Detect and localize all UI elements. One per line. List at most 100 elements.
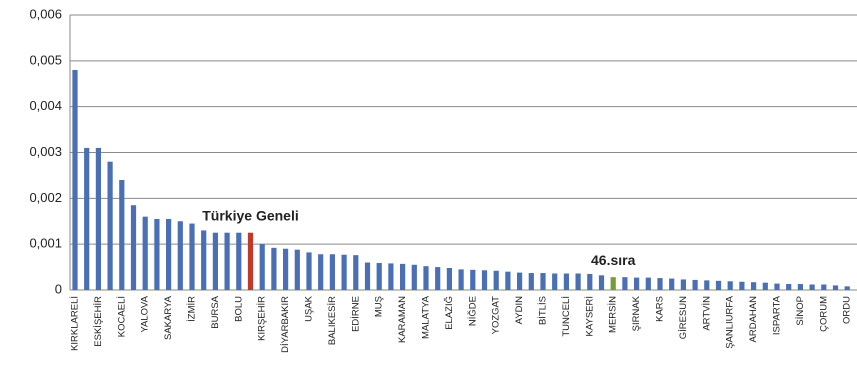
- x-tick-label: ORDU: [842, 296, 853, 324]
- x-tick-label: BİTLİS: [538, 296, 549, 325]
- x-tick-label: KIRŞEHİR: [257, 296, 268, 341]
- x-tick-label: ŞIRNAK: [631, 295, 642, 331]
- annotation: Türkiye Geneli: [202, 208, 298, 224]
- bar: [423, 266, 429, 290]
- bar: [587, 273, 593, 290]
- x-tick-label: ARDAHAN: [748, 296, 759, 343]
- y-tick-label: 0,003: [29, 144, 62, 159]
- x-tick-label: TUNCELİ: [561, 296, 572, 337]
- x-tick-label: KARS: [655, 296, 666, 322]
- y-tick-label: 0,001: [29, 236, 62, 251]
- bar: [271, 247, 277, 290]
- x-tick-label: AYDIN: [514, 296, 525, 324]
- bar: [119, 180, 125, 290]
- bar: [201, 230, 207, 290]
- y-tick-label: 0,004: [29, 98, 62, 113]
- x-tick-label: SİNOP: [795, 296, 806, 326]
- bar: [704, 280, 710, 290]
- bar: [786, 284, 792, 290]
- x-tick-label: ÇORUM: [818, 296, 829, 332]
- bar: [809, 284, 815, 290]
- bar: [212, 232, 218, 290]
- x-tick-label: KOCAELİ: [116, 296, 127, 337]
- bar: [739, 281, 745, 290]
- bar: [95, 147, 101, 290]
- x-tick-label: ISPARTA: [772, 295, 783, 335]
- x-tick-label: İZMİR: [187, 296, 198, 322]
- bar: [598, 275, 605, 290]
- bar: [552, 273, 558, 290]
- bar: [470, 269, 476, 290]
- x-tick-label: KIRKLARELİ: [70, 296, 81, 351]
- bar: [680, 279, 686, 290]
- bar: [376, 262, 382, 290]
- bar: [844, 286, 850, 290]
- x-tick-label: UŞAK: [304, 295, 315, 322]
- bar: [493, 270, 499, 290]
- bar: [692, 279, 698, 290]
- bar: [821, 284, 827, 290]
- bar: [575, 273, 581, 290]
- bar: [657, 278, 663, 290]
- bar: [610, 277, 616, 290]
- x-tick-label: BURSA: [210, 295, 221, 328]
- bar: [142, 216, 148, 290]
- bar: [166, 218, 172, 290]
- x-tick-label: YALOVA: [140, 295, 151, 332]
- x-tick-label: MALATYA: [421, 295, 432, 339]
- x-tick-label: YOZGAT: [491, 296, 502, 335]
- x-tick-label: KAYSERİ: [584, 296, 595, 336]
- bar: [715, 280, 722, 290]
- y-tick-label: 0,002: [29, 190, 62, 205]
- x-tick-label: BALIKESİR: [327, 296, 338, 345]
- bar: [224, 232, 230, 290]
- x-tick-label: MERSİN: [608, 296, 619, 333]
- x-tick-label: MUŞ: [374, 296, 385, 317]
- bar: [306, 252, 312, 290]
- y-tick-label: 0: [55, 281, 62, 296]
- bar: [294, 249, 300, 290]
- bar: [832, 285, 839, 290]
- x-tick-label: BOLU: [233, 296, 244, 322]
- bar: [563, 273, 569, 290]
- bar: [107, 161, 113, 290]
- bar: [247, 232, 254, 290]
- bar: [435, 267, 441, 290]
- bar: [446, 268, 452, 290]
- bar: [797, 284, 803, 290]
- bar: [329, 254, 335, 290]
- bar: [236, 232, 242, 290]
- bar: [481, 270, 488, 290]
- bar: [727, 281, 733, 290]
- bar: [189, 223, 195, 290]
- bar: [318, 254, 324, 290]
- bar: [364, 262, 371, 290]
- x-tick-label: NİĞDE: [467, 296, 478, 326]
- bar: [669, 278, 675, 290]
- y-tick-label: 0,005: [29, 52, 62, 67]
- x-tick-label: DİYARBAKIR: [280, 296, 291, 353]
- x-tick-label: ARTVİN: [701, 296, 712, 331]
- bar: [458, 269, 464, 290]
- bar: [259, 244, 265, 290]
- bar: [528, 273, 534, 290]
- bar: [540, 273, 546, 290]
- bar: [517, 272, 523, 290]
- x-tick-label: KARAMAN: [397, 296, 408, 343]
- annotation: 46.sıra: [591, 252, 636, 268]
- bar: [84, 147, 90, 290]
- bar: [505, 271, 511, 290]
- x-tick-label: ESKİŞEHİR: [93, 296, 104, 347]
- bar: [283, 248, 289, 290]
- bar: [341, 254, 347, 290]
- y-tick-label: 0,006: [29, 6, 62, 21]
- bar: [634, 277, 640, 290]
- x-tick-label: GİRESUN: [678, 296, 689, 339]
- bar: [411, 264, 417, 290]
- bar: [130, 205, 137, 290]
- bar: [177, 221, 183, 290]
- bar: [762, 282, 768, 290]
- x-tick-label: ŞANLIURFA: [725, 295, 736, 348]
- bar: [774, 283, 780, 290]
